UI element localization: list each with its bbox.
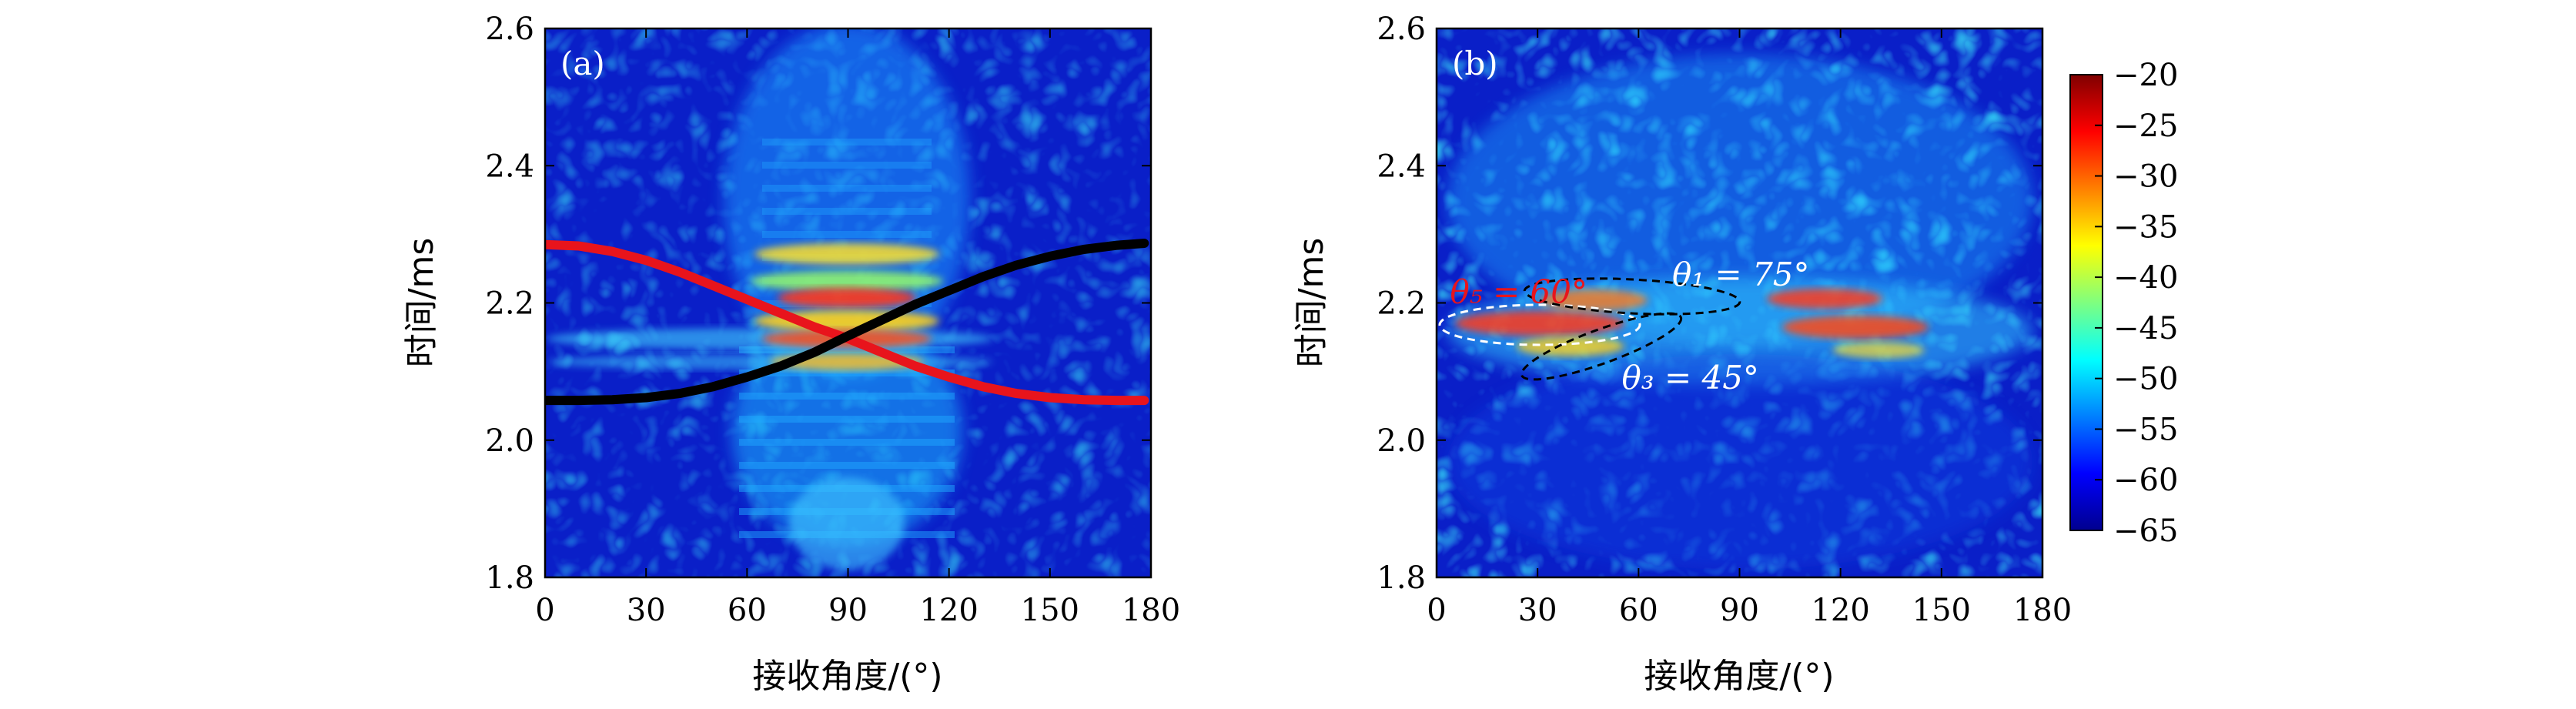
contour-theta3 bbox=[1520, 312, 1683, 381]
hyperbola-curves bbox=[545, 239, 1149, 406]
colorbar-tick-label: −55 bbox=[2113, 412, 2178, 447]
colorbar-gradient bbox=[2069, 74, 2103, 531]
x-tick-label: 0 bbox=[1427, 593, 1446, 628]
y-tick-label: 1.8 bbox=[1377, 560, 1426, 596]
x-tick-label: 90 bbox=[1720, 593, 1759, 628]
y-axis-label-b: 时间/ms bbox=[1292, 238, 1331, 368]
x-tick-label: 0 bbox=[535, 593, 554, 628]
angle-annotation: θ₃ = 45° bbox=[1621, 359, 1758, 396]
x-tick-label: 180 bbox=[1122, 593, 1180, 628]
colorbar-tick-label: −40 bbox=[2113, 260, 2178, 296]
colorbar-tick-label: −45 bbox=[2113, 311, 2178, 346]
y-tick-label: 1.8 bbox=[485, 560, 534, 596]
x-axis-label-b: 接收角度/(°) bbox=[1644, 657, 1834, 696]
y-tick-label: 2.2 bbox=[485, 286, 534, 322]
x-tick-label: 120 bbox=[919, 593, 978, 628]
panel-b: θ₁ = 75° θ₅ = 60° θ₃ = 45° (b) 0 30 60 90 120 1… bbox=[1292, 12, 2072, 696]
y-tick-label: 2.6 bbox=[485, 12, 534, 47]
colorbar-tick-labels: −20 −25 −30 −35 −40 −45 −50 −55 −60 −65 bbox=[2095, 58, 2178, 549]
y-tick-label: 2.0 bbox=[485, 423, 534, 459]
panel-label-a: (a) bbox=[560, 45, 605, 82]
colorbar-tick-label: −25 bbox=[2113, 109, 2178, 144]
annotations-b: θ₁ = 75° θ₅ = 60° θ₃ = 45° bbox=[1450, 256, 1809, 396]
x-tick-label: 60 bbox=[1619, 593, 1658, 628]
y-axis-label-a: 时间/ms bbox=[402, 238, 441, 368]
x-tick-label: 90 bbox=[828, 593, 868, 628]
colorbar: −20 −25 −30 −35 −40 −45 −50 −55 −60 −65 bbox=[2069, 58, 2178, 549]
panel-a: (a) 0 30 60 90 120 150 180 1.8 2.0 2.2 2.4 2.6 接收角度… bbox=[402, 12, 1180, 696]
x-tick-label: 30 bbox=[627, 593, 666, 628]
x-tick-label: 150 bbox=[1021, 593, 1079, 628]
y-tick-label: 2.0 bbox=[1377, 423, 1426, 459]
angle-annotation: θ₁ = 75° bbox=[1672, 256, 1809, 293]
contour-theta5 bbox=[1438, 303, 1641, 346]
contour-theta1 bbox=[1523, 277, 1741, 316]
x-tick-label: 60 bbox=[728, 593, 767, 628]
colorbar-tick-label: −65 bbox=[2113, 513, 2178, 549]
y-tick-label: 2.2 bbox=[1377, 286, 1426, 322]
tick-labels-b: 0 30 60 90 120 150 180 1.8 2.0 2.2 2.4 2.6 bbox=[1377, 12, 2072, 628]
panel-label-b: (b) bbox=[1452, 45, 1498, 82]
black-curve bbox=[545, 239, 1149, 406]
heatmap-a bbox=[545, 28, 1151, 577]
colorbar-tick-label: −30 bbox=[2113, 159, 2178, 195]
y-tick-label: 2.6 bbox=[1377, 12, 1426, 47]
colorbar-tick-label: −35 bbox=[2113, 209, 2178, 245]
x-tick-label: 30 bbox=[1518, 593, 1557, 628]
angle-annotation: θ₅ = 60° bbox=[1450, 273, 1587, 311]
x-tick-label: 150 bbox=[1912, 593, 1971, 628]
colorbar-tick-label: −50 bbox=[2113, 362, 2178, 397]
colorbar-tick-label: −20 bbox=[2113, 58, 2178, 93]
y-tick-label: 2.4 bbox=[485, 149, 534, 184]
x-axis-label-a: 接收角度/(°) bbox=[752, 657, 942, 696]
tick-labels-a: 0 30 60 90 120 150 180 1.8 2.0 2.2 2.4 2.6 bbox=[485, 12, 1180, 628]
x-tick-label: 180 bbox=[2013, 593, 2072, 628]
y-tick-label: 2.4 bbox=[1377, 149, 1426, 184]
colorbar-tick-label: −60 bbox=[2113, 463, 2178, 498]
heatmap-b: θ₁ = 75° θ₅ = 60° θ₃ = 45° bbox=[1437, 28, 2042, 577]
x-tick-label: 120 bbox=[1811, 593, 1869, 628]
